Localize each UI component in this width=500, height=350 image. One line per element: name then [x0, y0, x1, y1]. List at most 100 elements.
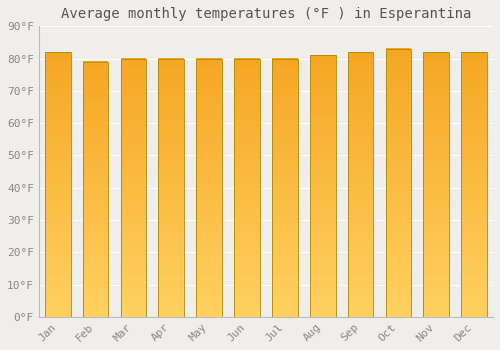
Bar [310, 182, 336, 186]
Bar [196, 210, 222, 214]
Bar [234, 210, 260, 214]
Bar [158, 206, 184, 210]
Bar [45, 260, 70, 264]
Bar [234, 145, 260, 149]
Bar [424, 164, 449, 168]
Bar [272, 58, 297, 317]
Bar [348, 108, 374, 112]
Bar [462, 187, 487, 191]
Bar [462, 71, 487, 75]
Bar [234, 297, 260, 301]
Bar [386, 116, 411, 119]
Bar [386, 223, 411, 226]
Bar [424, 217, 449, 221]
Bar [310, 212, 336, 216]
Bar [386, 108, 411, 112]
Bar [424, 247, 449, 251]
Bar [120, 284, 146, 288]
Bar [386, 239, 411, 243]
Bar [386, 176, 411, 180]
Bar [120, 242, 146, 246]
Bar [234, 278, 260, 281]
Bar [158, 139, 184, 142]
Bar [196, 135, 222, 139]
Bar [45, 210, 70, 214]
Bar [424, 201, 449, 204]
Bar [120, 300, 146, 304]
Bar [158, 174, 184, 178]
Bar [310, 166, 336, 170]
Bar [120, 132, 146, 136]
Bar [462, 65, 487, 69]
Bar [462, 267, 487, 271]
Bar [348, 98, 374, 102]
Bar [462, 303, 487, 307]
Bar [234, 248, 260, 252]
Bar [462, 264, 487, 267]
Bar [386, 293, 411, 297]
Bar [234, 158, 260, 162]
Bar [158, 100, 184, 104]
Bar [272, 106, 297, 110]
Bar [196, 271, 222, 275]
Bar [272, 252, 297, 255]
Bar [310, 234, 336, 238]
Bar [158, 287, 184, 291]
Bar [158, 164, 184, 168]
Bar [424, 280, 449, 284]
Bar [310, 258, 336, 261]
Bar [196, 103, 222, 107]
Bar [348, 187, 374, 191]
Bar [462, 204, 487, 208]
Bar [424, 313, 449, 317]
Bar [310, 130, 336, 134]
Bar [348, 121, 374, 125]
Bar [272, 103, 297, 107]
Bar [196, 187, 222, 191]
Bar [310, 264, 336, 268]
Bar [120, 255, 146, 259]
Title: Average monthly temperatures (°F ) in Esperantina: Average monthly temperatures (°F ) in Es… [60, 7, 471, 21]
Bar [310, 68, 336, 72]
Bar [310, 91, 336, 95]
Bar [234, 294, 260, 298]
Bar [424, 58, 449, 62]
Bar [234, 80, 260, 84]
Bar [158, 236, 184, 239]
Bar [272, 87, 297, 91]
Bar [45, 273, 70, 277]
Bar [272, 71, 297, 75]
Bar [45, 257, 70, 260]
Bar [196, 203, 222, 207]
Bar [158, 116, 184, 120]
Bar [45, 161, 70, 164]
Bar [272, 93, 297, 97]
Bar [120, 142, 146, 146]
Bar [120, 294, 146, 298]
Bar [234, 122, 260, 126]
Bar [386, 85, 411, 89]
Bar [272, 258, 297, 262]
Bar [310, 58, 336, 62]
Bar [310, 127, 336, 131]
Bar [348, 276, 374, 280]
Bar [272, 61, 297, 65]
Bar [158, 61, 184, 65]
Bar [310, 71, 336, 75]
Bar [196, 152, 222, 155]
Bar [310, 84, 336, 88]
Bar [272, 164, 297, 168]
Bar [120, 229, 146, 233]
Bar [45, 237, 70, 241]
Bar [348, 151, 374, 155]
Bar [82, 77, 108, 81]
Bar [272, 177, 297, 181]
Bar [424, 187, 449, 191]
Bar [196, 148, 222, 152]
Bar [348, 91, 374, 95]
Bar [272, 80, 297, 84]
Bar [462, 287, 487, 290]
Bar [386, 146, 411, 149]
Bar [462, 191, 487, 194]
Bar [120, 84, 146, 88]
